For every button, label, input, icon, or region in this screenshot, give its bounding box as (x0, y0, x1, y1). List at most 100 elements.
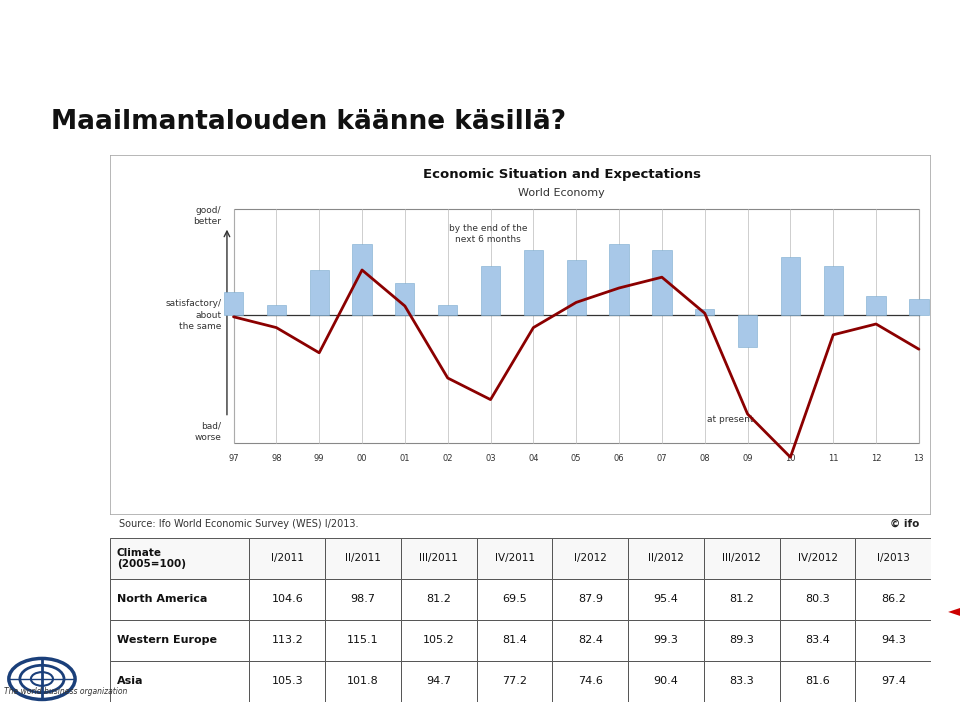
Bar (628, 538, 704, 579)
Text: ◄: ◄ (948, 598, 960, 626)
Text: Source: Ifo World Economic Survey (WES) I/2013.: Source: Ifo World Economic Survey (WES) … (119, 519, 358, 529)
Text: at present: at present (707, 415, 754, 424)
Bar (780, 620, 855, 661)
Text: World Economy: World Economy (518, 188, 605, 197)
Bar (552, 579, 628, 620)
Text: 101.8: 101.8 (348, 677, 379, 686)
Text: 90.4: 90.4 (654, 677, 679, 686)
Bar (855, 579, 931, 620)
Text: I/2012: I/2012 (574, 554, 607, 563)
Bar (704, 620, 780, 661)
Text: 69.5: 69.5 (502, 595, 527, 604)
Text: Maailmantalouden käänne käsillä?: Maailmantalouden käänne käsillä? (52, 109, 566, 135)
Bar (110, 620, 250, 661)
Bar (867, 296, 886, 315)
Bar (438, 305, 457, 315)
Text: II/2011: II/2011 (346, 554, 381, 563)
Text: 81.2: 81.2 (426, 595, 451, 604)
Text: II/2012: II/2012 (648, 554, 684, 563)
Bar (524, 251, 543, 315)
Text: I/2011: I/2011 (271, 554, 303, 563)
Bar (738, 315, 757, 348)
Bar (250, 620, 325, 661)
Bar (855, 661, 931, 702)
Text: 03: 03 (485, 454, 496, 463)
Text: 04: 04 (528, 454, 539, 463)
Text: 86.2: 86.2 (881, 595, 906, 604)
Bar (704, 538, 780, 579)
Bar (824, 266, 843, 315)
Bar (628, 579, 704, 620)
Bar (855, 538, 931, 579)
Text: 97.4: 97.4 (881, 677, 906, 686)
Text: 05: 05 (571, 454, 582, 463)
Text: Asia: Asia (117, 677, 143, 686)
Bar (477, 538, 552, 579)
Bar (652, 251, 671, 315)
Bar (401, 538, 477, 579)
Text: 77.2: 77.2 (502, 677, 527, 686)
Bar (325, 538, 401, 579)
Bar (481, 266, 500, 315)
Text: III/2011: III/2011 (420, 554, 458, 563)
Text: IV/2011: IV/2011 (494, 554, 535, 563)
Text: 81.4: 81.4 (502, 636, 527, 645)
Text: 81.6: 81.6 (805, 677, 830, 686)
Text: 10: 10 (785, 454, 796, 463)
Bar (396, 282, 415, 315)
Text: 01: 01 (399, 454, 410, 463)
Bar (780, 661, 855, 702)
Bar (110, 538, 250, 579)
Bar (110, 661, 250, 702)
Bar (309, 270, 329, 315)
Bar (401, 579, 477, 620)
Bar (110, 579, 250, 620)
Bar (909, 299, 928, 315)
Text: 02: 02 (443, 454, 453, 463)
Bar (610, 243, 629, 315)
Text: Climate
(2005=100): Climate (2005=100) (117, 547, 186, 569)
Bar (401, 620, 477, 661)
Text: 08: 08 (700, 454, 710, 463)
Text: I/2013: I/2013 (876, 554, 910, 563)
Bar (250, 579, 325, 620)
Bar (401, 661, 477, 702)
Text: 89.3: 89.3 (730, 636, 755, 645)
Text: by the end of the
next 6 months: by the end of the next 6 months (448, 224, 527, 244)
Text: 113.2: 113.2 (272, 636, 303, 645)
Text: Western Europe: Western Europe (117, 636, 217, 645)
Text: 74.6: 74.6 (578, 677, 603, 686)
Bar (325, 661, 401, 702)
Bar (477, 579, 552, 620)
Text: 07: 07 (657, 454, 667, 463)
Text: bad/
worse: bad/ worse (194, 422, 221, 442)
Bar (352, 243, 372, 315)
Bar (325, 620, 401, 661)
Text: 94.7: 94.7 (426, 677, 451, 686)
Text: satisfactory/
about
the same: satisfactory/ about the same (165, 300, 221, 330)
Text: 98: 98 (271, 454, 281, 463)
Text: Maailmantalouden tila ja suunta: Maailmantalouden tila ja suunta (150, 30, 810, 65)
Bar (267, 305, 286, 315)
Bar (628, 620, 704, 661)
Text: International Chamber of Commerce: International Chamber of Commerce (36, 706, 176, 714)
Text: 98.7: 98.7 (350, 595, 375, 604)
Text: III/2012: III/2012 (722, 554, 761, 563)
Bar (704, 579, 780, 620)
Text: good/
better: good/ better (193, 206, 221, 226)
Bar (325, 579, 401, 620)
Text: 06: 06 (613, 454, 624, 463)
Text: 87.9: 87.9 (578, 595, 603, 604)
Text: 83.3: 83.3 (730, 677, 755, 686)
Text: 99: 99 (314, 454, 324, 463)
Text: 115.1: 115.1 (348, 636, 379, 645)
Text: The world business organization: The world business organization (4, 688, 128, 696)
Text: 105.3: 105.3 (272, 677, 303, 686)
Text: 80.3: 80.3 (805, 595, 830, 604)
Bar (695, 309, 714, 315)
Text: 83.4: 83.4 (805, 636, 830, 645)
Text: 104.6: 104.6 (272, 595, 303, 604)
Text: 13: 13 (914, 454, 924, 463)
Text: 00: 00 (357, 454, 368, 463)
Bar (250, 538, 325, 579)
